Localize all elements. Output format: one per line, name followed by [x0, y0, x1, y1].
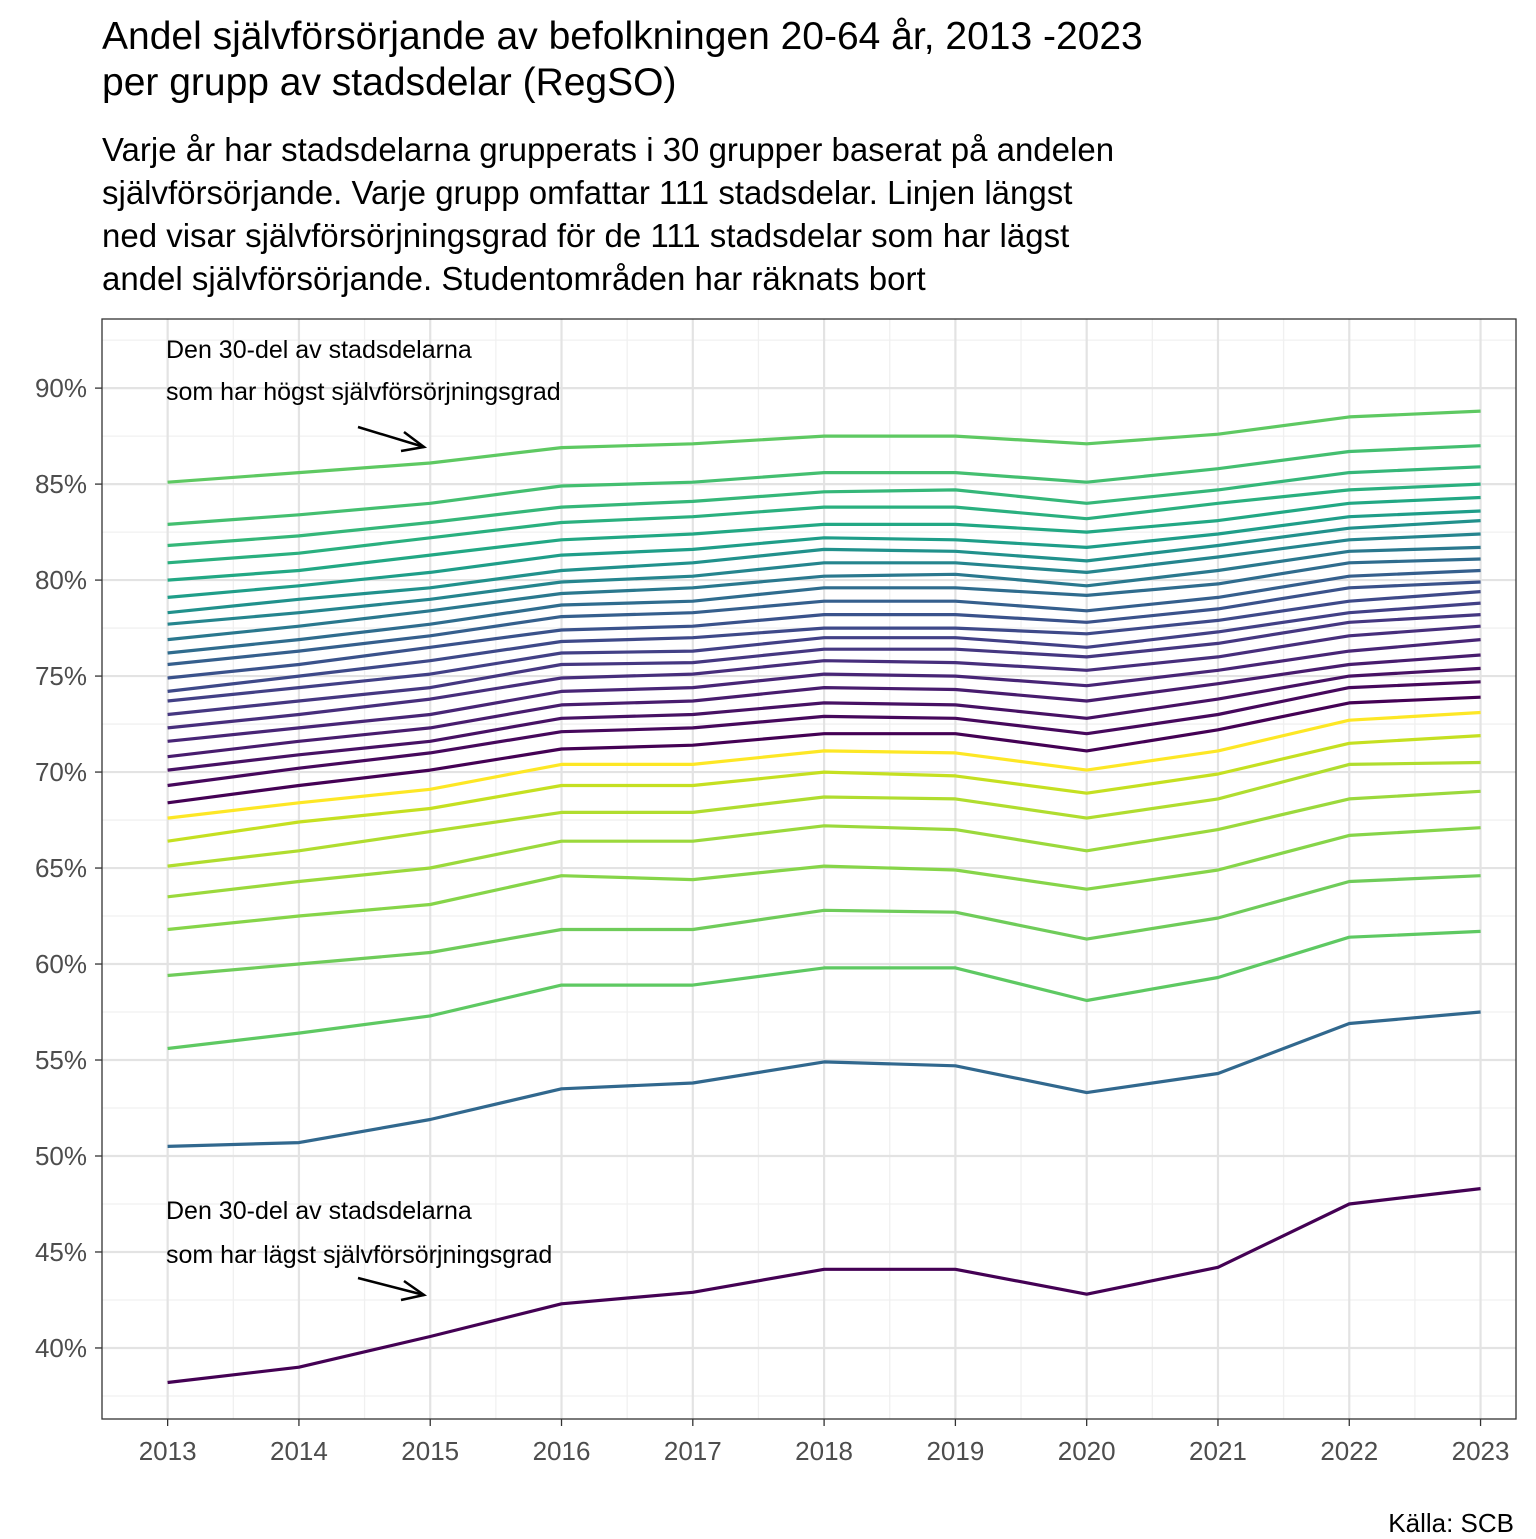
series-line-7 — [167, 760, 1481, 868]
series-line-21 — [167, 557, 1481, 655]
subtitle-line-2: självförsörjande. Varje grupp omfattar 1… — [102, 174, 1073, 211]
series-line-26 — [167, 495, 1481, 582]
x-tick-label: 2019 — [926, 1436, 984, 1466]
panel-border — [101, 318, 1517, 1420]
subtitle-line-3: ned visar självförsörjningsgrad för de 1… — [102, 217, 1070, 254]
series-line-5 — [167, 826, 1481, 932]
y-tick-label: 50% — [35, 1141, 87, 1171]
series-line-8 — [167, 734, 1481, 843]
annotation-top-line-1: Den 30-del av stadsdelarna — [166, 336, 472, 364]
series-line-4 — [167, 874, 1481, 978]
annotation-top-line-2: som har högst självförsörjningsgrad — [166, 378, 561, 406]
y-tick-label: 45% — [35, 1237, 87, 1267]
x-tick-label: 2013 — [139, 1436, 197, 1466]
series-line-2 — [167, 1010, 1481, 1148]
source-caption: Källa: SCB — [1388, 1508, 1514, 1538]
series-line-6 — [167, 789, 1481, 899]
series-line-22 — [167, 545, 1481, 642]
series-line-11 — [167, 680, 1481, 788]
chart-title-line-2: per grupp av stadsdelar (RegSO) — [102, 61, 677, 104]
series-line-25 — [167, 509, 1481, 599]
series-line-29 — [167, 444, 1481, 526]
arrow-icon — [357, 1276, 428, 1302]
x-tick-label: 2021 — [1189, 1436, 1247, 1466]
chart-subtitle: Varje år har stadsdelarna grupperats i 3… — [102, 128, 1114, 300]
series-line-15 — [167, 624, 1481, 730]
y-tick-label: 85% — [35, 469, 87, 499]
series-line-16 — [167, 613, 1481, 717]
arrow-icon — [357, 425, 428, 453]
series-line-30 — [167, 409, 1481, 484]
series-line-3 — [167, 929, 1481, 1051]
series-line-14 — [167, 638, 1481, 743]
x-tick-label: 2020 — [1058, 1436, 1116, 1466]
series-line-19 — [167, 580, 1481, 680]
series-line-9 — [167, 710, 1481, 820]
annotation-bottom: Den 30-del av stadsdelarna som har lägst… — [166, 1197, 552, 1302]
series-line-18 — [167, 590, 1481, 693]
y-tick-label: 75% — [35, 661, 87, 691]
x-tick-label: 2016 — [533, 1436, 591, 1466]
series-line-27 — [167, 482, 1481, 565]
y-tick-label: 40% — [35, 1333, 87, 1363]
x-tick-label: 2017 — [664, 1436, 722, 1466]
subtitle-line-1: Varje år har stadsdelarna grupperats i 3… — [102, 131, 1115, 168]
y-tick-label: 55% — [35, 1045, 87, 1075]
x-axis: 2013 2014 2015 2016 2017 2018 2019 2020 2021 2022… — [139, 1419, 1510, 1466]
subtitle-line-4: andel självförsörjande. Studentområden h… — [102, 260, 926, 297]
chart-title: Andel självförsörjande av befolkningen 2… — [102, 14, 1143, 106]
series-line-12 — [167, 666, 1481, 772]
y-tick-label: 90% — [35, 373, 87, 403]
series-line-10 — [167, 695, 1481, 805]
series-line-23 — [167, 532, 1481, 626]
y-tick-label: 60% — [35, 949, 87, 979]
series-line-28 — [167, 465, 1481, 548]
series-line-17 — [167, 601, 1481, 703]
x-tick-label: 2018 — [795, 1436, 853, 1466]
x-tick-label: 2014 — [270, 1436, 328, 1466]
series-line-1 — [167, 1187, 1481, 1385]
annotation-bottom-line-2: som har lägst självförsörjningsgrad — [166, 1241, 552, 1269]
y-tick-label: 65% — [35, 853, 87, 883]
x-tick-label: 2015 — [401, 1436, 459, 1466]
x-tick-label: 2023 — [1452, 1436, 1510, 1466]
series-line-24 — [167, 519, 1481, 615]
x-tick-label: 2022 — [1320, 1436, 1378, 1466]
y-axis: 40% 45% 50% 55% 60% 65% 70% 75% 80% 85% 90% — [35, 373, 102, 1363]
y-tick-label: 80% — [35, 565, 87, 595]
series-line-20 — [167, 568, 1481, 667]
y-tick-label: 70% — [35, 757, 87, 787]
annotation-top: Den 30-del av stadsdelarna som har högst… — [166, 336, 561, 453]
series-lines — [167, 409, 1481, 1385]
chart-title-line-1: Andel självförsörjande av befolkningen 2… — [102, 15, 1143, 58]
annotation-bottom-line-1: Den 30-del av stadsdelarna — [166, 1197, 472, 1225]
series-line-13 — [167, 653, 1481, 759]
